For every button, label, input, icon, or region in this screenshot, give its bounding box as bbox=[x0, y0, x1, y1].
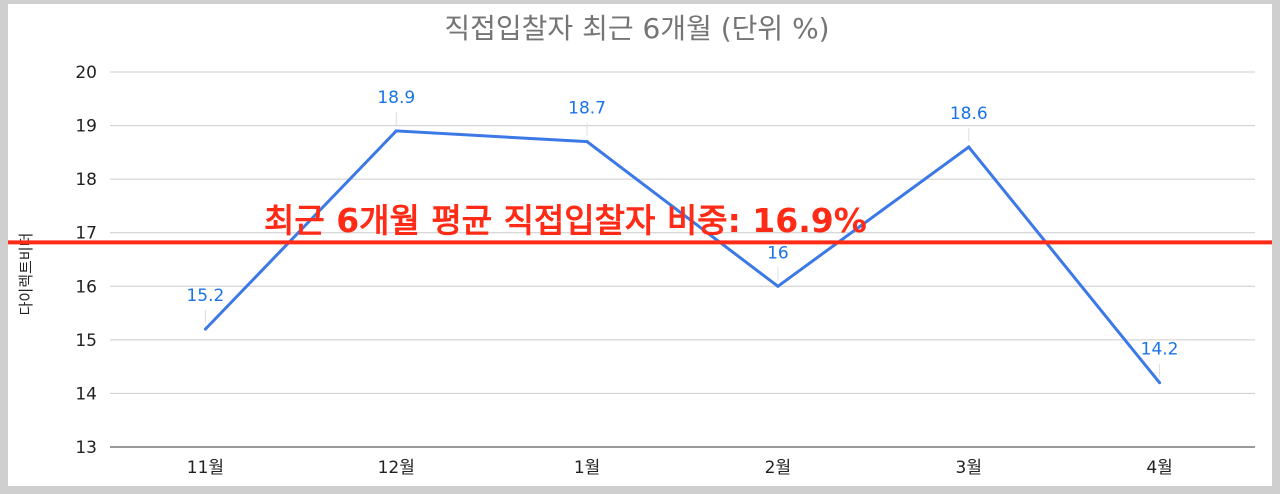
gridlines bbox=[110, 71, 1255, 448]
line-chart: 직접입찰자 최근 6개월 (단위 %) 13 14 15 16 17 18 19 20 11월… bbox=[8, 12, 1272, 478]
data-point bbox=[776, 284, 780, 288]
series-layer: 15.2 18.9 18.7 16 18.6 14.2 bbox=[186, 88, 1179, 385]
data-label: 14.2 bbox=[1141, 340, 1179, 360]
series-line bbox=[204, 129, 1161, 384]
data-label: 18.9 bbox=[377, 88, 415, 108]
data-point bbox=[394, 129, 398, 133]
data-label: 18.6 bbox=[950, 104, 988, 124]
chart-frame: 직접입찰자 최근 6개월 (단위 %) 13 14 15 16 17 18 19 20 11월… bbox=[8, 4, 1272, 486]
average-annotation: 최근 6개월 평균 직접입찰자 비중: 16.9% bbox=[8, 201, 1272, 245]
y-axis-label: 다이렉트비더 bbox=[17, 233, 35, 316]
y-tick-label: 19 bbox=[75, 117, 97, 137]
x-tick-label: 11월 bbox=[187, 458, 224, 478]
y-tick-label: 14 bbox=[75, 384, 97, 404]
y-axis-ticks: 13 14 15 16 17 18 19 20 bbox=[75, 63, 97, 458]
x-tick-label: 2월 bbox=[765, 458, 791, 478]
data-point bbox=[1158, 381, 1162, 385]
y-tick-label: 18 bbox=[75, 170, 97, 190]
data-point bbox=[203, 327, 207, 331]
y-tick-label: 13 bbox=[75, 438, 97, 458]
x-tick-label: 4월 bbox=[1146, 458, 1172, 478]
data-point bbox=[967, 145, 971, 149]
data-point bbox=[585, 140, 589, 144]
data-label: 15.2 bbox=[186, 286, 224, 306]
x-tick-label: 1월 bbox=[574, 458, 600, 478]
y-tick-label: 16 bbox=[75, 277, 97, 297]
x-tick-label: 12월 bbox=[378, 458, 415, 478]
data-label: 18.7 bbox=[568, 99, 606, 119]
y-tick-label: 20 bbox=[75, 63, 97, 83]
x-axis-ticks: 11월 12월 1월 2월 3월 4월 bbox=[187, 458, 1173, 478]
chart-title: 직접입찰자 최근 6개월 (단위 %) bbox=[444, 12, 829, 45]
y-tick-label: 17 bbox=[75, 224, 97, 244]
x-tick-label: 3월 bbox=[956, 458, 982, 478]
y-tick-label: 15 bbox=[75, 331, 97, 351]
average-annotation-text: 최근 6개월 평균 직접입찰자 비중: 16.9% bbox=[264, 201, 867, 240]
data-label: 16 bbox=[767, 243, 789, 263]
